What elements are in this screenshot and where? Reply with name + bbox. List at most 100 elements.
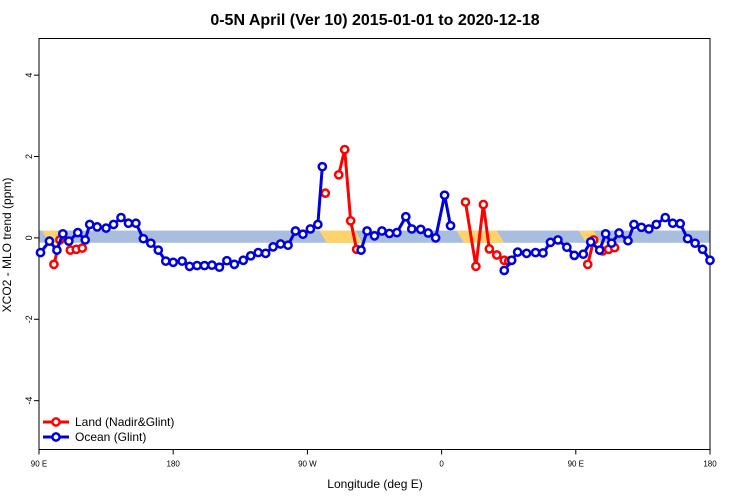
ocean-point xyxy=(317,161,328,172)
ocean-point xyxy=(362,226,372,236)
ocean-point xyxy=(123,218,134,229)
ocean-point xyxy=(585,237,596,247)
ocean-point xyxy=(614,228,624,238)
ocean-point xyxy=(499,265,510,276)
legend: Land (Nadir&Glint)Ocean (Glint) xyxy=(43,415,174,444)
chart-title: 0-5N April (Ver 10) 2015-01-01 to 2020-1… xyxy=(210,12,539,29)
ocean-point xyxy=(177,256,187,266)
ocean-point xyxy=(238,255,249,266)
land-series-line xyxy=(337,148,359,250)
ocean-series xyxy=(35,161,715,276)
ocean-point xyxy=(644,224,654,234)
ocean-point xyxy=(606,238,617,249)
ocean-point xyxy=(153,245,164,255)
ocean-point xyxy=(415,224,426,235)
land-point xyxy=(339,144,350,155)
x-tick-label: 90 W xyxy=(298,460,317,469)
ocean-point xyxy=(44,236,55,247)
legend-label: Ocean (Glint) xyxy=(75,430,146,444)
ocean-point xyxy=(400,211,411,222)
ocean-point xyxy=(207,260,217,271)
ocean-point xyxy=(63,236,74,247)
land-point xyxy=(491,250,502,260)
ocean-point xyxy=(145,238,156,249)
ocean-point xyxy=(636,222,647,233)
ocean-point xyxy=(92,222,103,232)
ocean-point xyxy=(521,248,532,259)
y-tick-label: 4 xyxy=(24,73,34,78)
ocean-point xyxy=(430,233,441,243)
y-axis-label: XCO2 - MLO trend (ppm) xyxy=(0,178,14,313)
x-axis: 90 E 180 90 W 0 90 E 180 xyxy=(31,449,717,469)
ocean-point xyxy=(72,227,83,238)
ocean-point xyxy=(406,224,417,234)
ocean-point xyxy=(530,247,541,258)
ocean-point xyxy=(600,228,611,239)
legend-swatch-marker xyxy=(51,417,61,427)
y-tick-label: -2 xyxy=(24,315,34,323)
ocean-point xyxy=(423,228,434,238)
ocean-point xyxy=(682,233,693,244)
legend-item-ocean: Ocean (Glint) xyxy=(43,430,146,444)
series-layer xyxy=(35,144,715,276)
land-point xyxy=(345,215,356,226)
land-point xyxy=(484,244,495,254)
legend-swatch-marker xyxy=(51,432,61,442)
ocean-point xyxy=(222,255,232,266)
ocean-point xyxy=(445,220,456,231)
ocean-point xyxy=(52,245,62,255)
ocean-point xyxy=(553,235,563,245)
ocean-point xyxy=(84,219,95,230)
ocean-point xyxy=(356,245,366,255)
ocean-point xyxy=(594,245,605,255)
x-tick-label: 90 E xyxy=(31,460,47,469)
ocean-point xyxy=(283,240,293,251)
y-tick-label: -4 xyxy=(24,397,34,405)
x-tick-label: 180 xyxy=(167,460,181,469)
ocean-point xyxy=(214,262,225,273)
ocean-point xyxy=(108,219,119,230)
y-axis: -4 -2 0 2 4 xyxy=(24,73,39,405)
land-reference-band xyxy=(319,230,363,243)
land-point xyxy=(460,197,471,207)
ocean-point xyxy=(35,247,46,258)
ocean-point xyxy=(578,249,589,260)
ocean-point xyxy=(260,248,271,259)
ocean-point xyxy=(199,260,210,271)
ocean-point xyxy=(305,224,316,234)
ocean-point xyxy=(80,235,91,245)
ocean-point xyxy=(392,227,402,238)
ocean-point xyxy=(245,250,256,261)
ocean-point xyxy=(629,219,639,230)
land-point xyxy=(49,259,59,270)
ocean-point xyxy=(275,239,286,249)
ocean-point xyxy=(290,226,301,236)
x-tick-label: 180 xyxy=(703,460,717,469)
land-point xyxy=(582,259,593,270)
ocean-point xyxy=(298,229,308,240)
ocean-point xyxy=(192,260,202,271)
ocean-point xyxy=(651,219,662,230)
ocean-point xyxy=(312,219,323,230)
x-tick-label: 0 xyxy=(439,460,444,469)
y-tick-label: 2 xyxy=(24,154,34,159)
plot-frame xyxy=(38,38,711,450)
ocean-point xyxy=(675,218,686,229)
x-axis-label: Longitude (deg E) xyxy=(327,477,422,491)
ocean-point xyxy=(168,257,179,268)
land-point xyxy=(333,169,344,180)
ocean-point xyxy=(268,241,278,252)
ocean-point xyxy=(545,237,556,248)
x-tick-label: 90 E xyxy=(568,460,584,469)
ocean-point xyxy=(690,238,700,249)
ocean-point xyxy=(116,212,126,223)
land-point xyxy=(77,243,88,253)
ocean-point xyxy=(705,255,715,266)
ocean-point xyxy=(538,248,548,258)
ocean-point xyxy=(253,247,264,258)
ocean-point xyxy=(377,226,387,236)
ocean-point xyxy=(569,250,580,261)
y-tick-label: 0 xyxy=(24,235,34,240)
ocean-point xyxy=(369,231,380,241)
